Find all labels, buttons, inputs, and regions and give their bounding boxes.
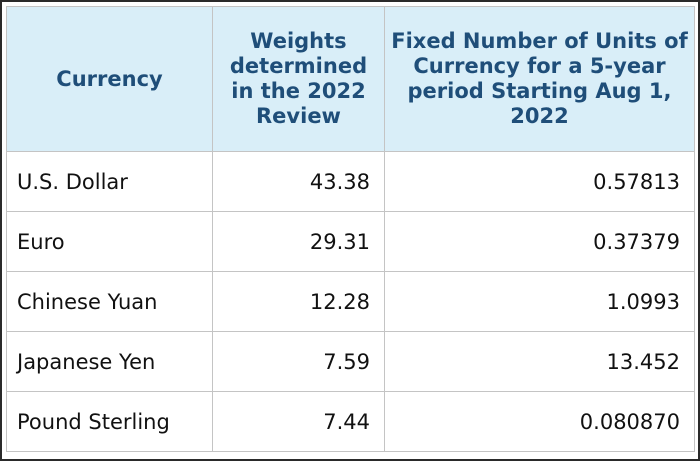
header-currency: Currency xyxy=(6,6,213,152)
currency-cell: Japanese Yen xyxy=(6,331,213,392)
table-row: Euro 29.31 0.37379 xyxy=(6,211,695,272)
table-header-row: Currency Weights determined in the 2022 … xyxy=(6,6,695,152)
header-fixed-units: Fixed Number of Units of Currency for a … xyxy=(384,6,695,152)
units-cell: 0.37379 xyxy=(384,211,695,272)
weight-cell: 43.38 xyxy=(212,151,385,212)
units-cell: 0.57813 xyxy=(384,151,695,212)
units-cell: 1.0993 xyxy=(384,271,695,332)
currency-cell: Chinese Yuan xyxy=(6,271,213,332)
table-row: Japanese Yen 7.59 13.452 xyxy=(6,331,695,392)
currency-cell: Euro xyxy=(6,211,213,272)
weight-cell: 12.28 xyxy=(212,271,385,332)
table-row: Chinese Yuan 12.28 1.0993 xyxy=(6,271,695,332)
weight-cell: 7.59 xyxy=(212,331,385,392)
table-row: Pound Sterling 7.44 0.080870 xyxy=(6,391,695,452)
weight-cell: 29.31 xyxy=(212,211,385,272)
currency-cell: U.S. Dollar xyxy=(6,151,213,212)
units-cell: 0.080870 xyxy=(384,391,695,452)
currency-weights-table: Currency Weights determined in the 2022 … xyxy=(6,6,695,452)
table-row: U.S. Dollar 43.38 0.57813 xyxy=(6,151,695,212)
header-weights: Weights determined in the 2022 Review xyxy=(212,6,385,152)
weight-cell: 7.44 xyxy=(212,391,385,452)
currency-cell: Pound Sterling xyxy=(6,391,213,452)
units-cell: 13.452 xyxy=(384,331,695,392)
